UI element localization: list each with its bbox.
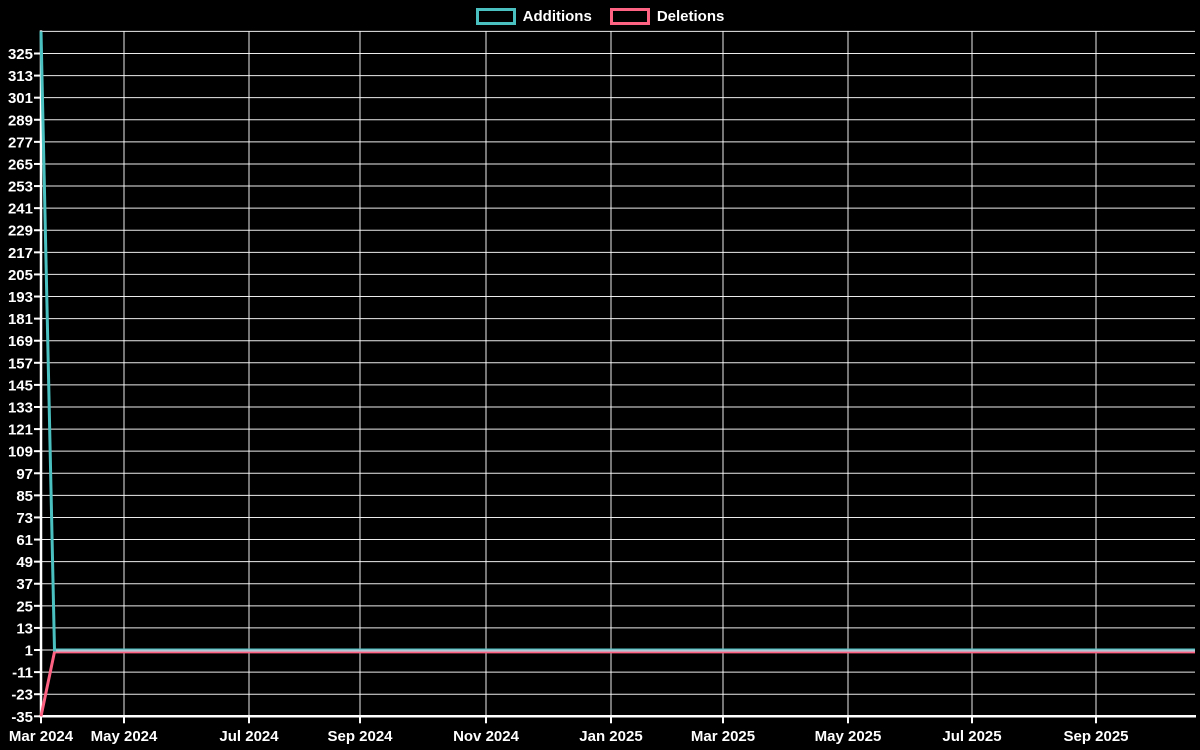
additions-swatch <box>475 7 516 25</box>
y-axis-label: 133 <box>8 399 33 416</box>
y-axis-label: -11 <box>12 665 33 682</box>
y-axis-label: 313 <box>8 68 33 85</box>
y-axis-label: 253 <box>8 179 33 196</box>
y-axis-label: 229 <box>8 223 33 240</box>
y-axis-label: 85 <box>16 488 33 505</box>
legend-label-additions: Additions <box>522 7 592 25</box>
y-axis-label: 145 <box>8 377 33 394</box>
y-axis-label: 289 <box>8 112 33 129</box>
x-axis-label: Mar 2024 <box>9 728 74 745</box>
x-axis-label: Mar 2025 <box>691 728 755 745</box>
y-axis-label: 193 <box>8 289 33 306</box>
chart-legend: Additions Deletions <box>0 4 1200 28</box>
y-axis-label: 109 <box>8 444 33 461</box>
y-axis-label: 217 <box>8 245 33 262</box>
y-axis-label: 25 <box>16 598 33 615</box>
x-axis-label: Jan 2025 <box>579 728 642 745</box>
y-axis-label: 277 <box>8 134 33 151</box>
x-axis-label: Jul 2024 <box>219 728 279 745</box>
y-axis-label: 121 <box>8 422 33 439</box>
y-axis-label: -35 <box>11 709 33 726</box>
y-axis-label: 13 <box>16 620 33 637</box>
y-axis-label: 157 <box>8 355 33 372</box>
y-axis-label: -23 <box>11 687 33 704</box>
x-axis-label: May 2024 <box>91 728 158 745</box>
x-axis-label: Sep 2024 <box>327 728 393 745</box>
legend-item-deletions[interactable]: Deletions <box>609 7 725 25</box>
deletions-line <box>39 650 1195 717</box>
y-axis-label: 241 <box>8 201 33 218</box>
x-axis-label: Nov 2024 <box>453 728 520 745</box>
y-axis-label: 169 <box>8 333 33 350</box>
y-axis-label: 1 <box>25 643 33 660</box>
y-axis-label: 301 <box>8 90 33 107</box>
legend-label-deletions: Deletions <box>656 7 725 25</box>
y-axis-label: 181 <box>8 311 33 328</box>
x-axis-label: Jul 2025 <box>942 728 1001 745</box>
y-axis-label: 97 <box>16 466 33 483</box>
y-axis-label: 37 <box>16 576 33 593</box>
y-axis-label: 61 <box>16 532 33 549</box>
x-axis-label: Sep 2025 <box>1063 728 1128 745</box>
y-axis-label: 325 <box>8 46 33 63</box>
y-axis-label: 49 <box>16 554 33 571</box>
x-axis-label: May 2025 <box>815 728 882 745</box>
y-axis-label: 265 <box>8 156 33 173</box>
deletions-swatch <box>609 7 650 25</box>
legend-item-additions[interactable]: Additions <box>475 7 592 25</box>
y-axis-label: 205 <box>8 267 33 284</box>
y-axis-label: 73 <box>16 510 33 527</box>
